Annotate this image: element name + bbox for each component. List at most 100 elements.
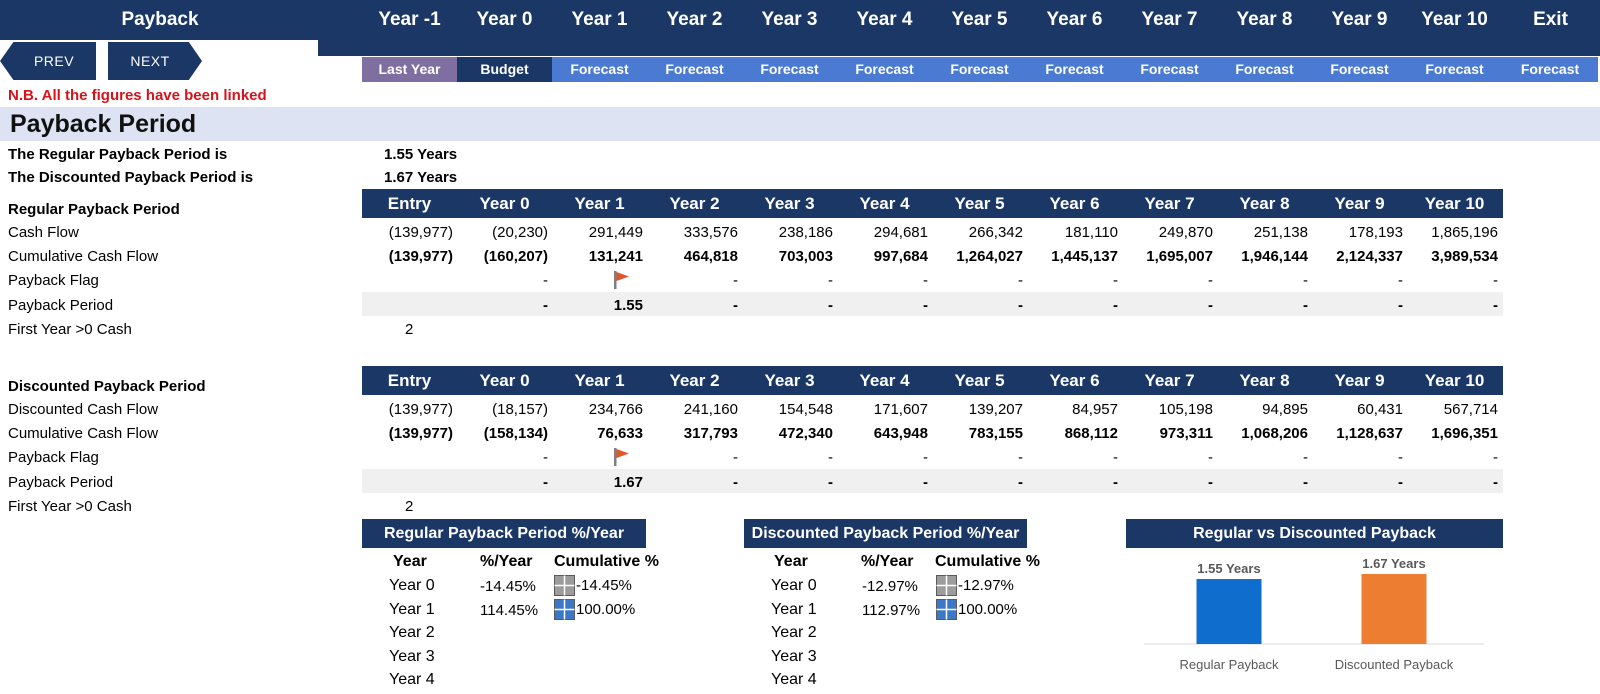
scenario-tab-0[interactable]: Last Year — [362, 57, 457, 82]
regular-pct-col-cum: Cumulative % — [554, 553, 659, 570]
discounted-col-header-4: Year 3 — [764, 371, 815, 390]
next-button[interactable]: NEXT — [108, 42, 202, 80]
regular-period-cell: - — [1018, 297, 1023, 314]
regular-cash-flow-cell: 178,193 — [1348, 224, 1403, 241]
discounted-period-label: Payback Period — [8, 474, 114, 491]
regular-period-cell: 1.55 — [613, 297, 643, 314]
year-tab-6[interactable]: Year 5 — [951, 9, 1008, 30]
scenario-tab-3[interactable]: Forecast — [647, 57, 742, 82]
discounted-period-cell: - — [828, 474, 833, 491]
year-tab-7[interactable]: Year 6 — [1046, 9, 1103, 30]
scenario-tab-10[interactable]: Forecast — [1312, 57, 1407, 82]
scenario-tab-11[interactable]: Forecast — [1407, 57, 1502, 82]
discounted_pct-cum-indicator-icon — [936, 575, 957, 596]
year-tab-3[interactable]: Year 2 — [666, 9, 723, 30]
discounted-flag-cell: - — [1493, 449, 1498, 466]
prev-button[interactable]: PREV — [0, 42, 96, 80]
year-tab-9[interactable]: Year 8 — [1236, 9, 1293, 30]
regular-cash-flow-cell: 238,186 — [778, 224, 833, 241]
discounted-section-label: Discounted Payback Period — [8, 378, 206, 395]
regular_pct-year-label: Year 2 — [389, 624, 435, 641]
regular-cumulative-label: Cumulative Cash Flow — [8, 248, 159, 265]
bar-0 — [1196, 579, 1262, 644]
discounted-col-header-7: Year 6 — [1049, 371, 1100, 390]
discounted-flag-cell: - — [1398, 449, 1403, 466]
scenario-tab-1[interactable]: Budget — [457, 57, 552, 82]
regular-cumulative-cell: 1,445,137 — [1051, 248, 1118, 265]
discounted_pct-pct-value: 112.97% — [862, 601, 921, 619]
scenario-tab-7[interactable]: Forecast — [1027, 57, 1122, 82]
discounted_pct-year-label: Year 1 — [771, 600, 817, 618]
discounted-cumulative-cell: 472,340 — [778, 425, 833, 442]
regular-period-cell: - — [828, 297, 833, 314]
header-subbar — [318, 40, 1600, 56]
regular-period-cell: - — [543, 297, 548, 314]
discounted-summary-value: 1.67 Years — [384, 169, 458, 186]
year-tab-1[interactable]: Year 0 — [476, 9, 533, 30]
discounted-cash-flow-cell: 60,431 — [1357, 401, 1403, 418]
discounted-cumulative-cell: (139,977) — [388, 425, 453, 442]
discounted-col-header-8: Year 7 — [1144, 371, 1195, 390]
scenario-tab-4[interactable]: Forecast — [742, 57, 837, 82]
regular-period-label: Payback Period — [8, 297, 114, 314]
year-tab-5[interactable]: Year 4 — [856, 9, 913, 30]
regular-cumulative-cell: 464,818 — [683, 248, 738, 265]
discounted-summary-label: The Discounted Payback Period is — [8, 169, 254, 186]
year-tab-0[interactable]: Year -1 — [378, 9, 441, 30]
bar-data-label-1: 1.67 Years — [1362, 556, 1425, 571]
year-tab-10[interactable]: Year 9 — [1331, 9, 1388, 30]
scenario-tab-8[interactable]: Forecast — [1122, 57, 1217, 82]
discounted-period-cell: - — [1303, 474, 1308, 491]
year-tab-2[interactable]: Year 1 — [571, 9, 628, 30]
regular-flag-cell: - — [1018, 272, 1023, 289]
scenario-tab-9[interactable]: Forecast — [1217, 57, 1312, 82]
title-band — [0, 107, 1600, 141]
exit-button[interactable]: Exit — [1533, 9, 1568, 30]
year-tab-8[interactable]: Year 7 — [1141, 9, 1198, 30]
regular-col-header-6: Year 5 — [954, 194, 1005, 213]
discounted-cash-flow-cell: 241,160 — [683, 401, 738, 418]
regular-flag-cell: - — [1493, 272, 1498, 289]
regular-cash-flow-cell: 266,342 — [968, 224, 1023, 241]
discounted-period-cell: - — [1018, 474, 1023, 491]
chart-title: Regular vs Discounted Payback — [1126, 519, 1503, 548]
category-label-1: Discounted Payback — [1335, 657, 1454, 672]
discounted-first-year-value: 2 — [405, 498, 414, 515]
regular-flag-cell: - — [1398, 272, 1403, 289]
regular-flag-cell: - — [1303, 272, 1308, 289]
year-tab-11[interactable]: Year 10 — [1421, 9, 1488, 30]
year-tab-4[interactable]: Year 3 — [761, 9, 818, 30]
linked-note: N.B. All the figures have been linked — [8, 87, 267, 104]
scenario-tab-6[interactable]: Forecast — [932, 57, 1027, 82]
regular-period-cell: - — [1208, 297, 1213, 314]
discounted-cumulative-cell: 783,155 — [968, 425, 1023, 442]
regular-period-cell: - — [923, 297, 928, 314]
bar-1 — [1361, 574, 1427, 644]
regular-flag-cell: - — [1208, 272, 1213, 289]
regular-cumulative-cell: 997,684 — [873, 248, 928, 265]
regular-period-cell: - — [1493, 297, 1498, 314]
discounted-flag-cell: - — [733, 449, 738, 466]
scenario-tab-5[interactable]: Forecast — [837, 57, 932, 82]
scenario-tab-12[interactable]: Forecast — [1502, 57, 1598, 82]
discounted-period-cell: - — [543, 474, 548, 491]
discounted_pct-cum-cell: 100.00% — [936, 598, 1017, 620]
discounted-flag-cell: - — [923, 449, 928, 466]
regular-cumulative-cell: 3,989,534 — [1431, 248, 1498, 265]
discounted-cash-flow-cell: (139,977) — [388, 401, 453, 418]
discounted-pct-col-year: Year — [774, 553, 808, 570]
regular_pct-year-label: Year 0 — [389, 577, 435, 594]
regular-section-label: Regular Payback Period — [8, 201, 180, 218]
discounted-flag-label: Payback Flag — [8, 449, 99, 466]
sheet-title: Payback — [121, 9, 199, 30]
regular-col-header-7: Year 6 — [1049, 194, 1100, 213]
regular-col-header-0: Entry — [387, 194, 432, 213]
regular_pct-cum-cell: -14.45% — [554, 575, 632, 596]
regular_pct-year-label: Year 3 — [389, 647, 435, 665]
bar-data-label-0: 1.55 Years — [1197, 561, 1260, 576]
scenario-tab-2[interactable]: Forecast — [552, 57, 647, 82]
discounted-col-header-2: Year 1 — [574, 371, 625, 390]
discounted-flag-cell: - — [1303, 449, 1308, 466]
regular-pct-col-pct: %/Year — [480, 553, 533, 570]
regular-col-header-1: Year 0 — [479, 194, 530, 213]
